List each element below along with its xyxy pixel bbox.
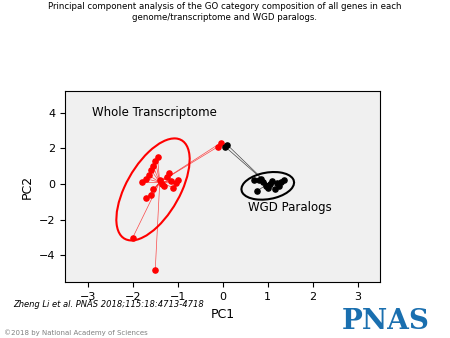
Point: [172, 180, 179, 186]
Point: [165, 171, 172, 176]
Point: [149, 164, 157, 169]
Point: [145, 172, 152, 178]
Point: [224, 142, 231, 147]
Point: [143, 176, 150, 182]
Point: [271, 187, 278, 192]
Y-axis label: PC2: PC2: [20, 175, 33, 199]
Point: [278, 179, 285, 185]
Point: [269, 179, 276, 184]
Text: PNAS: PNAS: [342, 308, 430, 335]
Point: [152, 158, 159, 164]
Point: [253, 189, 260, 194]
X-axis label: PC1: PC1: [211, 308, 235, 320]
Point: [262, 183, 269, 189]
Point: [147, 167, 154, 172]
Text: Zheng Li et al. PNAS 2018;115:18:4713-4718: Zheng Li et al. PNAS 2018;115:18:4713-47…: [14, 300, 204, 309]
Point: [221, 144, 229, 149]
Text: ©2018 by National Academy of Sciences: ©2018 by National Academy of Sciences: [4, 330, 148, 336]
Text: Whole Transcriptome: Whole Transcriptome: [92, 106, 217, 119]
Point: [161, 183, 168, 189]
Point: [152, 267, 159, 272]
Point: [215, 144, 222, 149]
Point: [264, 185, 271, 190]
Point: [149, 187, 157, 192]
Point: [129, 235, 136, 240]
Point: [170, 185, 177, 190]
Point: [260, 179, 267, 185]
Point: [217, 140, 224, 146]
Text: WGD Paralogs: WGD Paralogs: [248, 201, 331, 214]
Point: [174, 177, 181, 182]
Point: [163, 174, 170, 179]
Point: [147, 192, 154, 197]
Point: [138, 179, 145, 185]
Point: [257, 176, 265, 182]
Point: [275, 183, 283, 189]
Point: [167, 179, 175, 184]
Point: [158, 182, 166, 187]
Point: [280, 178, 287, 183]
Point: [273, 180, 280, 186]
Point: [255, 178, 262, 183]
Point: [251, 178, 258, 183]
Text: Principal component analysis of the GO category composition of all genes in each: Principal component analysis of the GO c…: [48, 2, 402, 23]
Point: [156, 178, 163, 183]
Point: [266, 182, 274, 187]
Point: [154, 154, 161, 160]
Point: [143, 196, 150, 201]
